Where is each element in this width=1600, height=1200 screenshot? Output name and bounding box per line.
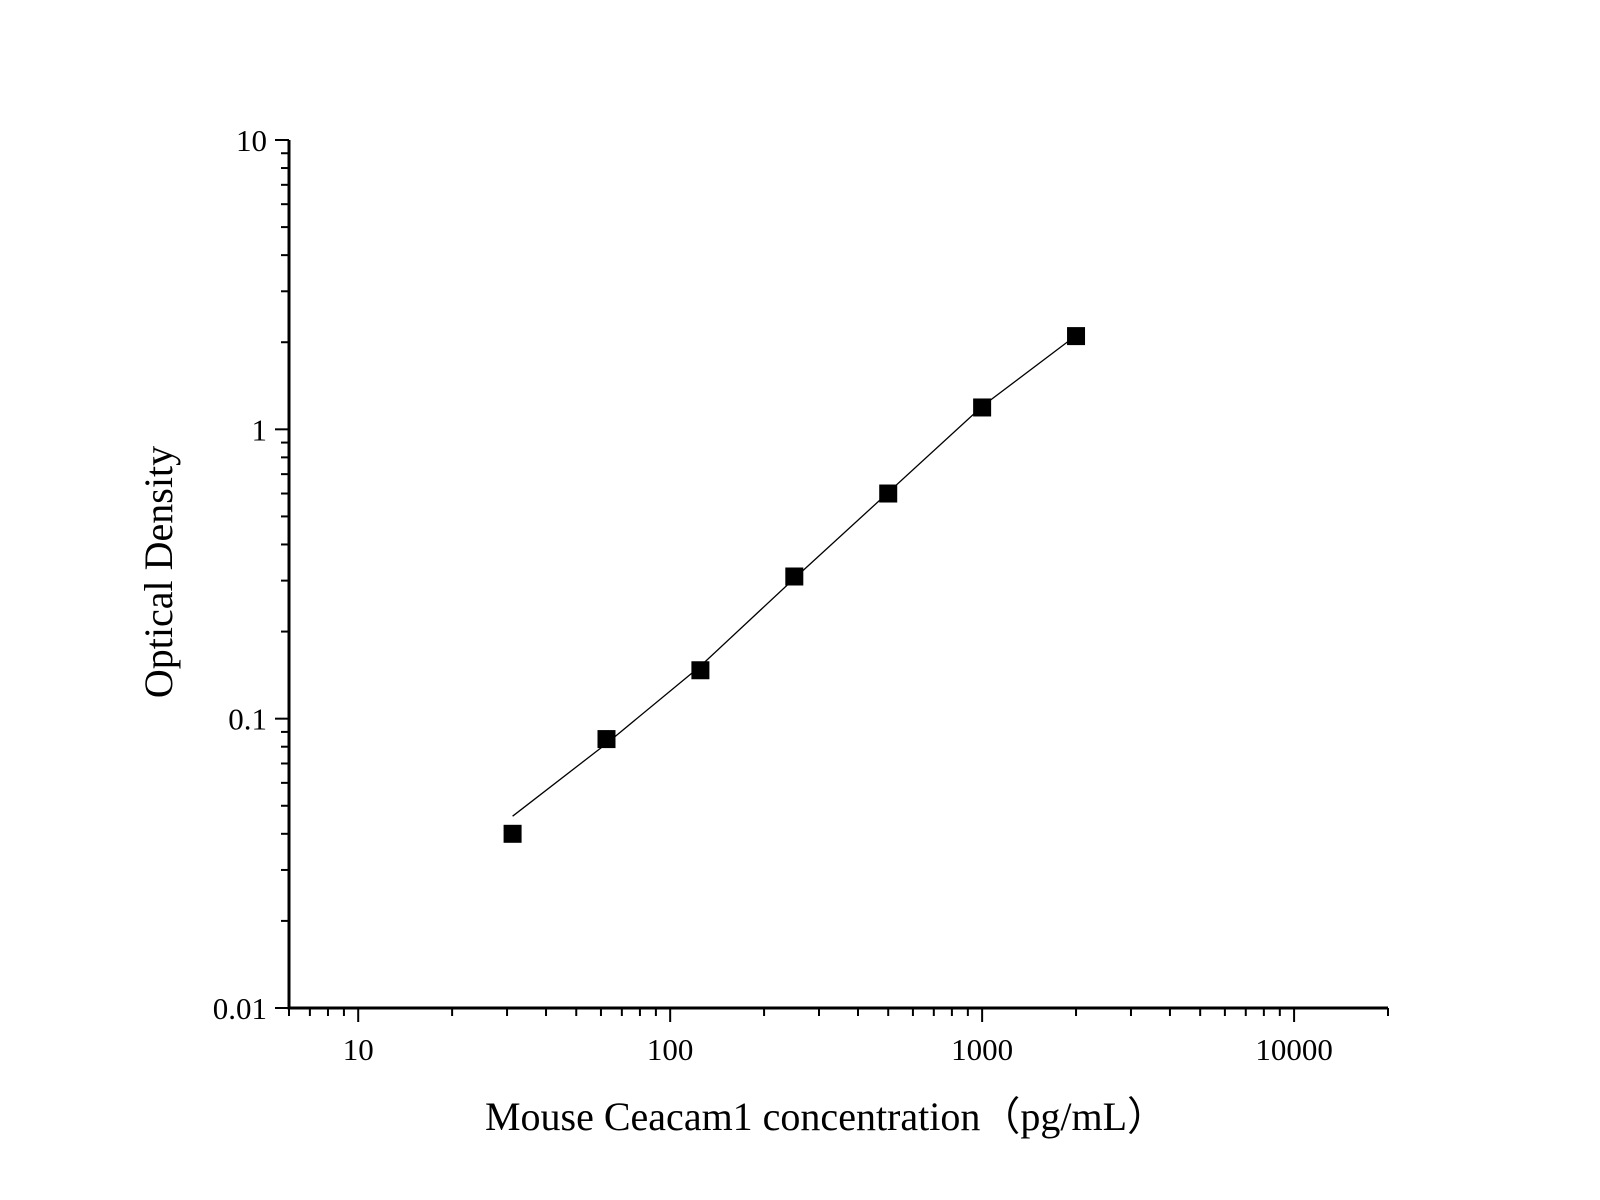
axes: 10 100 1000 10000 0.01 0.1 1 10 [213,123,1389,1067]
data-point-marker [785,567,804,586]
x-tick-label: 100 [647,1032,694,1067]
data-point-marker [691,661,710,680]
data-point-marker [597,730,616,749]
data-point-marker [503,824,522,843]
x-tick-label: 1000 [951,1032,1013,1067]
y-axis-title: Optical Density [136,446,181,698]
y-tick-label: 1 [252,412,268,447]
data-point-marker [973,398,992,417]
x-axis-title: Mouse Ceacam1 concentration（pg/mL） [485,1094,1167,1139]
y-tick-label: 0.01 [213,991,267,1026]
data-point-marker [1067,327,1086,346]
data-point-marker [879,484,898,503]
y-tick-label: 0.1 [228,702,267,737]
x-tick-label: 10000 [1255,1032,1333,1067]
data-points [503,327,1086,843]
y-tick-label: 10 [236,123,267,158]
x-tick-label: 10 [343,1032,374,1067]
